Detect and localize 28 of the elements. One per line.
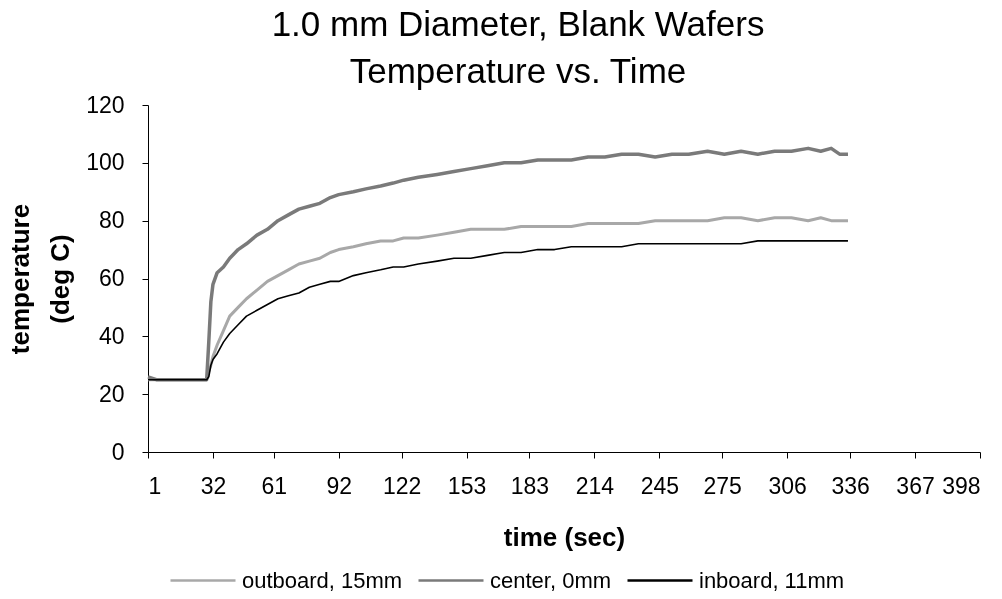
- line-series: [146, 146, 850, 382]
- x-tick-label: 367: [896, 472, 935, 499]
- y-tick-label: 100: [86, 149, 125, 176]
- x-tick-label: 32: [200, 472, 227, 499]
- x-tick-label: 61: [261, 472, 288, 499]
- x-tick-label: 122: [382, 472, 422, 499]
- x-tick-label: 153: [447, 472, 487, 499]
- x-tick-label: 306: [768, 472, 807, 499]
- x-axis-title: time (sec): [503, 521, 626, 552]
- x-tick-label: 92: [326, 472, 353, 499]
- y-tick-label: 80: [98, 207, 125, 234]
- y-tick-label: 120: [86, 91, 125, 118]
- x-tick-label: 336: [831, 472, 870, 499]
- x-tick-label: 1: [148, 472, 162, 499]
- chart-title: 1.0 mm Diameter, Blank Wafers Temperature vs. Time: [271, 4, 765, 90]
- legend-label: inboard, 11mm: [699, 567, 845, 593]
- x-tick-label: 275: [703, 472, 742, 499]
- y-tick-label: 60: [98, 265, 125, 291]
- y-axis-title: temperature (deg C): [5, 203, 76, 355]
- x-tick-label: 398: [942, 472, 981, 499]
- x-tick-label: 245: [640, 472, 680, 499]
- x-tick-label: 183: [510, 472, 550, 499]
- x-tick-label: 214: [575, 472, 615, 499]
- y-tick-label: 40: [98, 322, 125, 349]
- legend-label: center, 0mm: [490, 567, 612, 593]
- y-tick-label: 20: [98, 380, 125, 407]
- legend-label: outboard, 15mm: [242, 567, 403, 593]
- y-tick-label: 0: [111, 438, 125, 465]
